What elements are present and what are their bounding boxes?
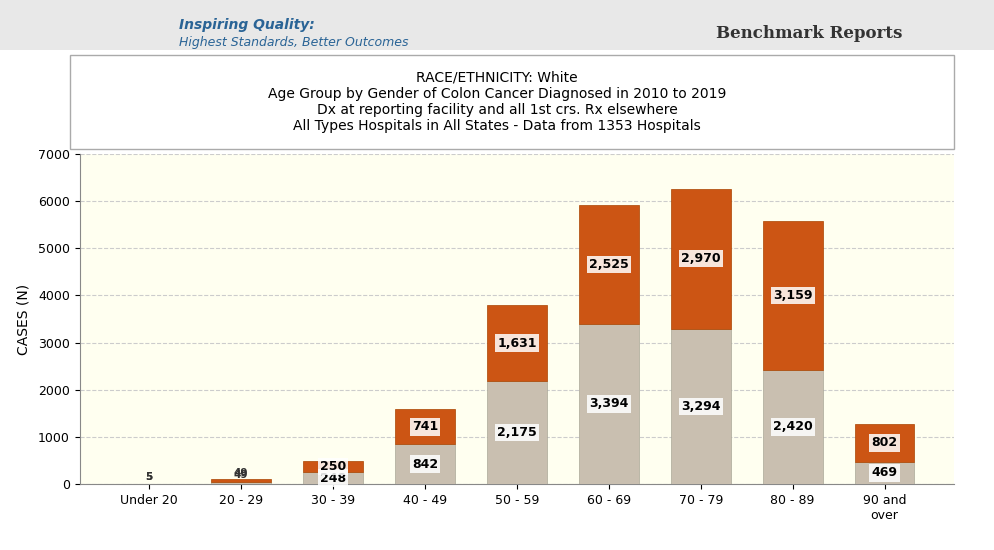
Bar [579,324,639,484]
Text: 741: 741 [412,420,438,433]
Text: 842: 842 [412,458,438,471]
Text: Highest Standards, Better Outcomes: Highest Standards, Better Outcomes [179,36,409,50]
Text: 49: 49 [234,468,248,478]
Bar [671,329,731,484]
Text: 802: 802 [872,437,898,449]
Text: Inspiring Quality:: Inspiring Quality: [179,18,315,32]
Bar [303,472,363,484]
Bar [303,460,363,472]
Bar [855,424,914,462]
Text: 49: 49 [234,470,248,480]
Text: 2,970: 2,970 [681,252,721,265]
Text: 2,420: 2,420 [772,420,812,433]
Text: 2,175: 2,175 [497,426,537,439]
Bar [395,409,455,444]
Text: 248: 248 [320,472,346,485]
Text: 3,394: 3,394 [589,398,628,410]
Text: RACE/ETHNICITY: White
Age Group by Gender of Colon Cancer Diagnosed in 2010 to 2: RACE/ETHNICITY: White Age Group by Gende… [267,70,727,133]
Y-axis label: CASES (N): CASES (N) [17,283,31,355]
Text: 3,159: 3,159 [773,289,812,302]
Text: 5: 5 [145,472,153,482]
Text: 1,631: 1,631 [497,337,537,349]
Bar [762,370,823,484]
Bar [762,221,823,370]
Bar [211,482,271,484]
Bar [395,444,455,484]
Bar [487,305,547,382]
Bar [671,189,731,329]
Text: 469: 469 [872,466,898,480]
Bar [579,205,639,324]
Text: Benchmark Reports: Benchmark Reports [716,25,903,41]
Bar [855,462,914,484]
Bar [487,382,547,484]
Text: 250: 250 [320,460,346,473]
Text: 5: 5 [145,472,153,482]
Bar [211,480,271,482]
Text: 2,525: 2,525 [588,258,628,271]
Text: 3,294: 3,294 [681,400,721,413]
